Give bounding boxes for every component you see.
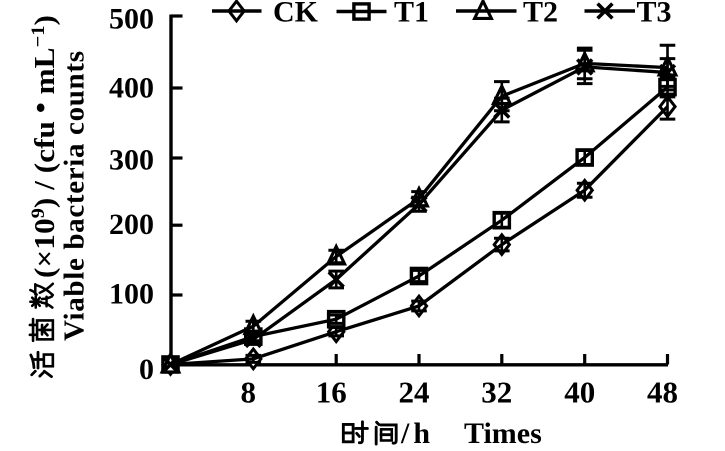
svg-text:T1: T1 (394, 0, 429, 29)
svg-text:Times: Times (464, 417, 542, 450)
svg-text:T3: T3 (637, 0, 672, 29)
svg-text:400: 400 (109, 72, 154, 105)
svg-text:48: 48 (647, 375, 678, 410)
svg-text:/h: /h (400, 417, 434, 450)
svg-text:300: 300 (109, 144, 154, 177)
svg-text:100: 100 (109, 277, 154, 310)
svg-text:40: 40 (564, 375, 595, 410)
svg-text:16: 16 (316, 375, 347, 410)
svg-text:500: 500 (109, 3, 154, 36)
svg-text:24: 24 (399, 375, 430, 410)
svg-text:0: 0 (139, 353, 154, 386)
svg-text:CK: CK (273, 0, 319, 29)
svg-text:32: 32 (481, 375, 512, 410)
svg-text:8: 8 (241, 375, 257, 410)
svg-text:200: 200 (109, 208, 154, 241)
svg-text:(×109) / (cfu • mL−1): (×109) / (cfu • mL−1) (25, 15, 61, 278)
svg-text:Viable bacteria counts: Viable bacteria counts (59, 51, 91, 341)
svg-text:T2: T2 (523, 0, 558, 29)
